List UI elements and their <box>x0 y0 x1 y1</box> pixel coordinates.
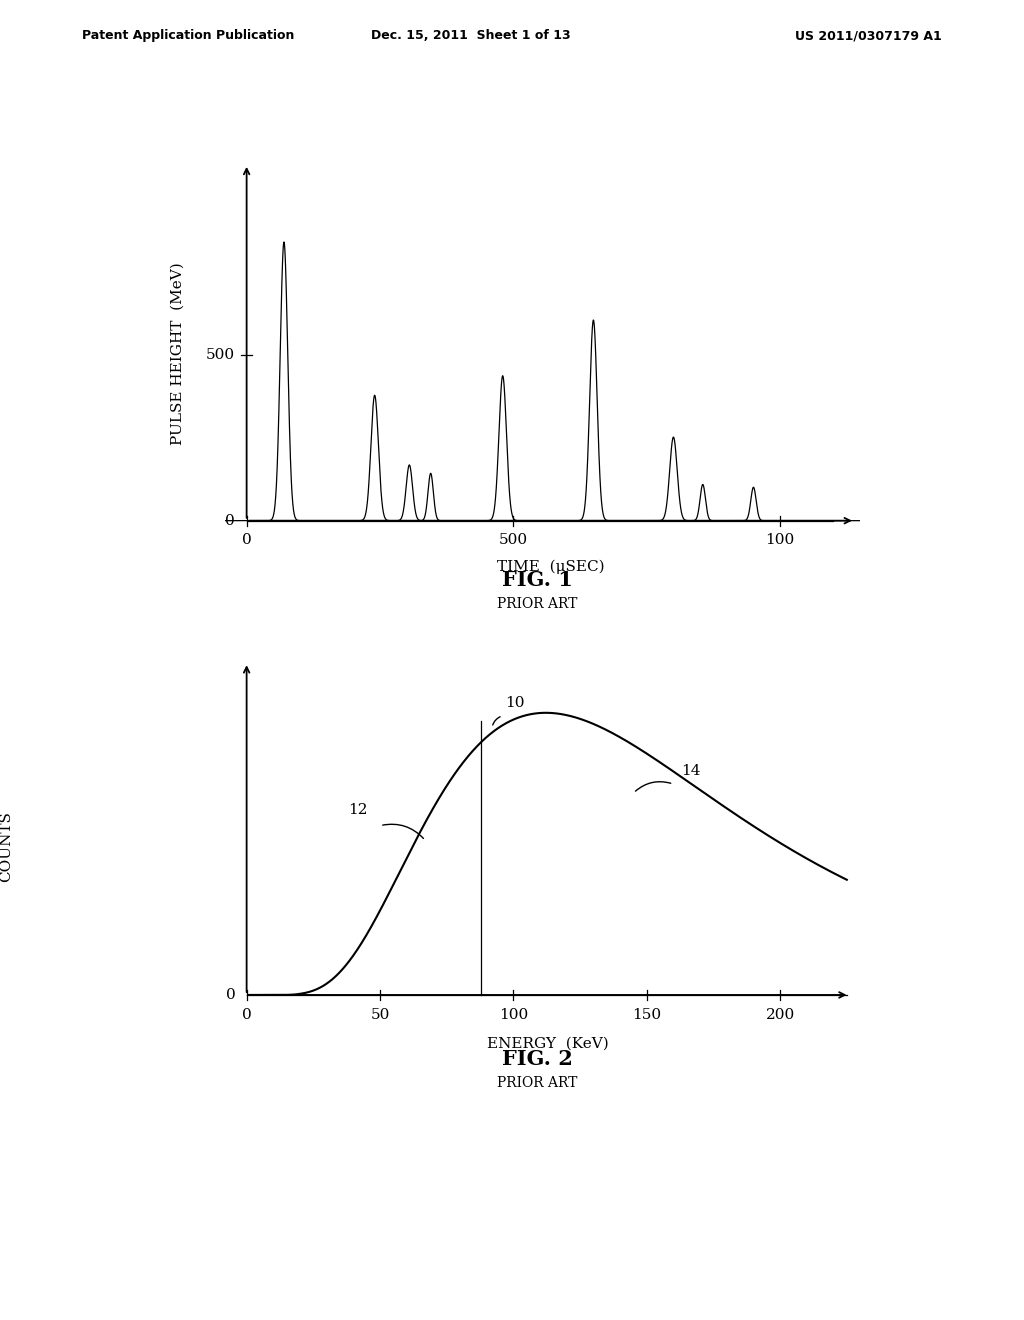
Text: Dec. 15, 2011  Sheet 1 of 13: Dec. 15, 2011 Sheet 1 of 13 <box>372 29 570 42</box>
Text: 12: 12 <box>348 803 368 817</box>
Text: ENERGY  (KeV): ENERGY (KeV) <box>487 1036 609 1051</box>
Text: 100: 100 <box>499 1008 528 1022</box>
Text: TIME  (μSEC): TIME (μSEC) <box>497 560 604 574</box>
Text: COUNTS: COUNTS <box>0 810 13 882</box>
Text: 150: 150 <box>632 1008 662 1022</box>
Text: 100: 100 <box>766 533 795 548</box>
Text: 500: 500 <box>499 533 528 548</box>
Text: 200: 200 <box>766 1008 795 1022</box>
Text: 50: 50 <box>371 1008 390 1022</box>
Text: FIG. 2: FIG. 2 <box>502 1049 573 1069</box>
Text: 500: 500 <box>206 348 234 362</box>
Text: PRIOR ART: PRIOR ART <box>498 597 578 611</box>
Text: FIG. 1: FIG. 1 <box>502 570 573 590</box>
Text: PRIOR ART: PRIOR ART <box>498 1076 578 1090</box>
Text: 0: 0 <box>225 513 234 528</box>
Text: 0: 0 <box>242 1008 252 1022</box>
Text: Patent Application Publication: Patent Application Publication <box>82 29 294 42</box>
Text: PULSE HEIGHT  (MeV): PULSE HEIGHT (MeV) <box>170 263 184 445</box>
Text: 0: 0 <box>242 533 252 548</box>
Text: 14: 14 <box>681 764 701 777</box>
Text: 10: 10 <box>506 696 525 710</box>
Text: 0: 0 <box>226 987 236 1002</box>
Text: US 2011/0307179 A1: US 2011/0307179 A1 <box>796 29 942 42</box>
